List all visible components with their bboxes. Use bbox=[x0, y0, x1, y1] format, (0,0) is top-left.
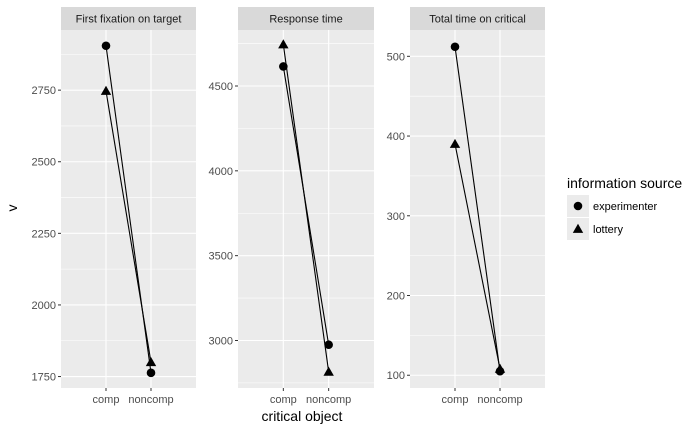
series-line-lottery bbox=[105, 90, 152, 363]
y-tick-label: 300 bbox=[387, 211, 405, 223]
x-tick-label: comp bbox=[270, 394, 297, 406]
x-tick-label: noncomp bbox=[477, 394, 522, 406]
data-point-lottery bbox=[494, 363, 506, 373]
series-line-lottery bbox=[282, 44, 330, 372]
series-line-lottery bbox=[454, 143, 501, 369]
legend: information source experimenter lottery bbox=[567, 175, 682, 240]
facet-title: Total time on critical bbox=[429, 14, 526, 26]
y-tick-label: 4500 bbox=[209, 81, 233, 93]
y-tick-label: 200 bbox=[387, 291, 405, 303]
legend-entry-experimenter: experimenter bbox=[567, 195, 658, 217]
y-tick-label: 4000 bbox=[209, 166, 233, 178]
legend-entries: experimenter lottery bbox=[567, 195, 658, 240]
y-tick-label: 3000 bbox=[209, 335, 233, 347]
series-line-experimenter bbox=[454, 46, 501, 372]
x-tick-label: noncomp bbox=[306, 394, 351, 406]
y-tick-label: 500 bbox=[387, 51, 405, 63]
data-point-experimenter bbox=[324, 340, 333, 350]
y-tick-label: 2250 bbox=[32, 228, 56, 240]
x-tick-label: comp bbox=[442, 394, 469, 406]
legend-entry-lottery: lottery bbox=[567, 218, 623, 240]
data-point-lottery bbox=[323, 366, 334, 376]
legend-label: lottery bbox=[593, 224, 623, 236]
data-point-experimenter bbox=[146, 368, 156, 378]
facet-strip bbox=[410, 7, 545, 30]
y-tick-label: 2000 bbox=[32, 300, 56, 312]
data-point-experimenter bbox=[101, 41, 111, 51]
legend-marker-experimenter bbox=[573, 201, 583, 211]
facet-panel-2: Response time 3000 3500 4000 4500 comp noncomp bbox=[209, 7, 374, 406]
facet-strip bbox=[238, 7, 374, 30]
facet-title: First fixation on target bbox=[76, 14, 182, 26]
y-tick-label: 2750 bbox=[32, 85, 56, 97]
y-tick-label: 100 bbox=[387, 370, 405, 382]
y-tick-label: 1750 bbox=[32, 372, 56, 384]
data-point-lottery bbox=[278, 39, 289, 49]
data-point-experimenter bbox=[450, 42, 460, 52]
data-point-lottery bbox=[100, 85, 112, 95]
facet-strip bbox=[61, 7, 196, 30]
x-tick-label: noncomp bbox=[128, 394, 173, 406]
y-tick-label: 3500 bbox=[209, 251, 233, 263]
y-axis-title: v bbox=[4, 205, 20, 212]
facet-panel-3: Total time on critical 100 200 300 400 500 com… bbox=[387, 7, 545, 406]
x-tick-label: comp bbox=[93, 394, 120, 406]
facet-panels: First fixation on target 1750 2000 2250 2500… bbox=[32, 7, 545, 406]
data-point-lottery bbox=[145, 357, 157, 367]
legend-label: experimenter bbox=[593, 201, 658, 213]
facet-title: Response time bbox=[269, 14, 342, 26]
legend-marker-lottery bbox=[572, 223, 584, 233]
y-tick-label: 400 bbox=[387, 131, 405, 143]
legend-title: information source bbox=[567, 175, 682, 191]
x-axis-title: critical object bbox=[262, 408, 343, 424]
data-point-experimenter bbox=[279, 62, 288, 71]
y-tick-label: 2500 bbox=[32, 157, 56, 169]
data-point-lottery bbox=[449, 138, 461, 148]
facet-panel-1: First fixation on target 1750 2000 2250 2500… bbox=[32, 7, 196, 406]
